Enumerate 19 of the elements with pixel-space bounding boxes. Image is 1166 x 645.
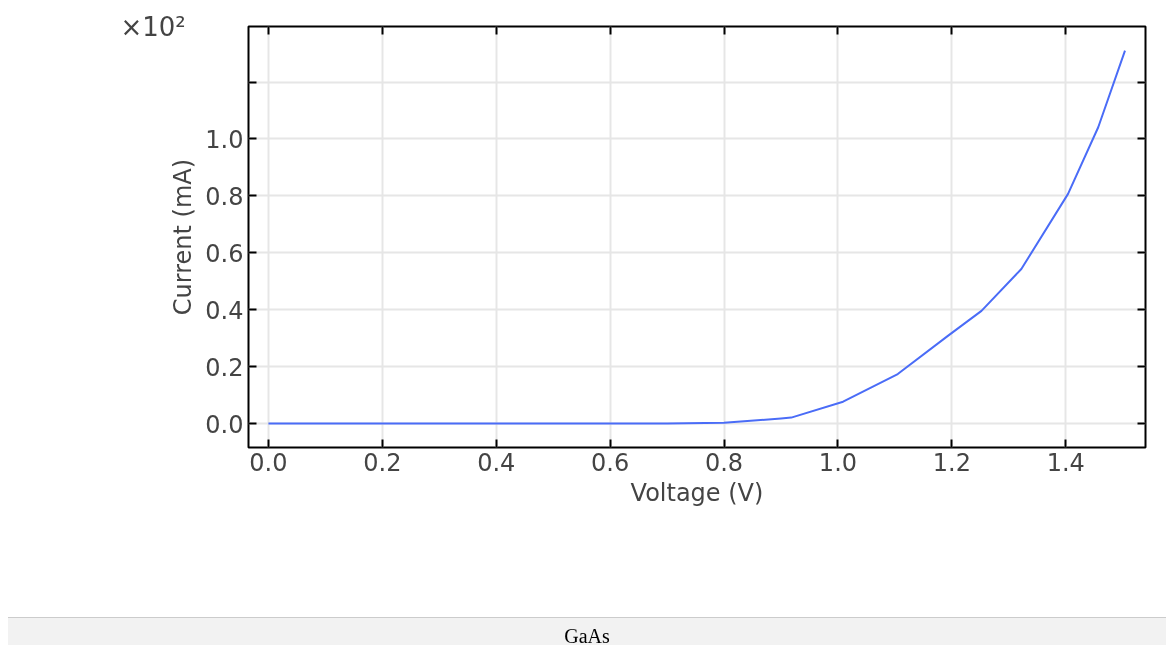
- y-tick-label: 0.6: [205, 239, 244, 268]
- y-tick-label: 0.8: [205, 182, 244, 211]
- x-tick-label: 1.2: [932, 448, 971, 477]
- x-tick-label: 0.0: [249, 448, 288, 477]
- x-tick-label: 0.4: [477, 448, 516, 477]
- x-tick-label: 0.8: [704, 448, 744, 477]
- x-tick-label: 1.0: [818, 448, 858, 477]
- x-tick-label: 0.2: [363, 448, 402, 477]
- y-tick-label: 0.2: [205, 353, 244, 382]
- y-tick-label: 1.0: [205, 125, 244, 154]
- text: GaAs: [564, 624, 610, 645]
- x-tick-label: 0.6: [591, 448, 630, 477]
- text: ×10²: [120, 11, 186, 42]
- y-tick-label: 0.4: [205, 296, 244, 325]
- y-axis-title: Current (mA): [169, 158, 198, 316]
- x-axis-title: Voltage (V): [630, 478, 764, 507]
- line-series: [267, 49, 1126, 425]
- x-tick-label: 1.4: [1046, 448, 1085, 477]
- y-tick-label: 0.0: [205, 410, 244, 439]
